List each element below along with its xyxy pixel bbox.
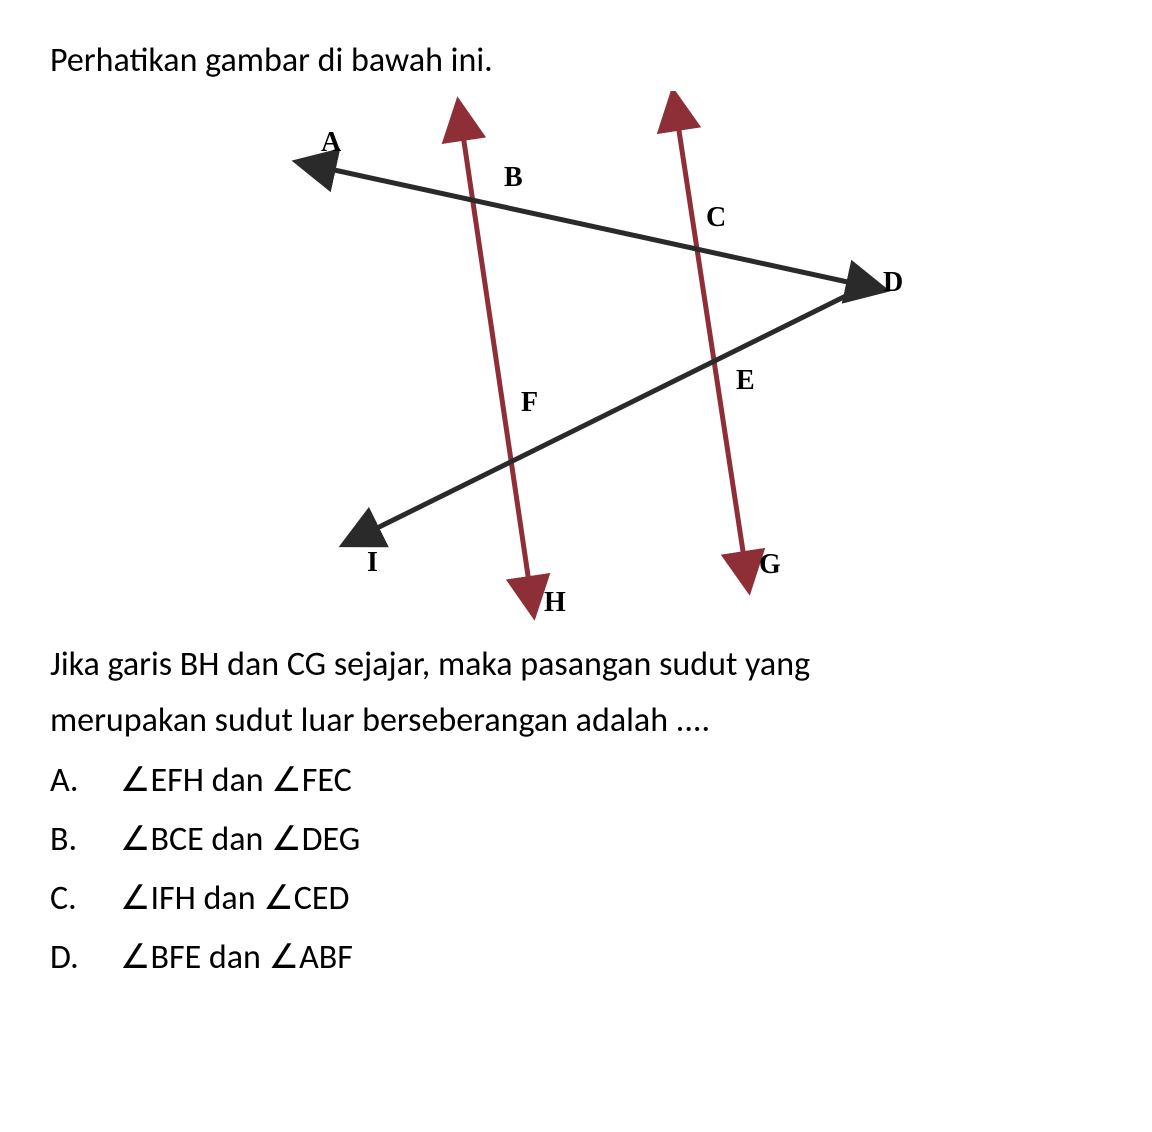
option-A: A. ∠EFH dan ∠FEC (50, 760, 1102, 801)
label-G: G (759, 549, 781, 580)
line-CG (676, 111, 746, 571)
option-A-text: ∠EFH dan ∠FEC (120, 760, 352, 801)
label-E: E (736, 365, 755, 396)
line-AD (316, 166, 866, 286)
label-H: H (544, 587, 566, 618)
option-D-letter: D. (50, 937, 120, 978)
line-ID (361, 286, 866, 536)
diagram-svg: A B C D E F G H I (201, 91, 951, 631)
option-D-text: ∠BFE dan ∠ABF (120, 937, 353, 978)
option-B-letter: B. (50, 819, 120, 860)
label-B: B (504, 162, 523, 193)
option-A-letter: A. (50, 760, 120, 801)
label-I: I (367, 547, 378, 578)
question-follow-1: Jika garis BH dan CG sejajar, maka pasan… (50, 641, 1102, 689)
option-D: D. ∠BFE dan ∠ABF (50, 937, 1102, 978)
label-C: C (706, 202, 726, 233)
label-F: F (521, 387, 538, 418)
option-B: B. ∠BCE dan ∠DEG (50, 819, 1102, 860)
option-C: C. ∠IFH dan ∠CED (50, 878, 1102, 919)
options-list: A. ∠EFH dan ∠FEC B. ∠BCE dan ∠DEG C. ∠IF… (50, 760, 1102, 978)
option-C-letter: C. (50, 878, 120, 919)
option-B-text: ∠BCE dan ∠DEG (120, 819, 360, 860)
label-D: D (883, 267, 903, 298)
label-A: A (321, 127, 342, 158)
option-C-text: ∠IFH dan ∠CED (120, 878, 349, 919)
geometry-diagram: A B C D E F G H I (201, 91, 951, 631)
question-intro: Perhatikan gambar di bawah ini. (50, 40, 1102, 81)
question-follow-2: merupakan sudut luar berseberangan adala… (50, 697, 1102, 745)
